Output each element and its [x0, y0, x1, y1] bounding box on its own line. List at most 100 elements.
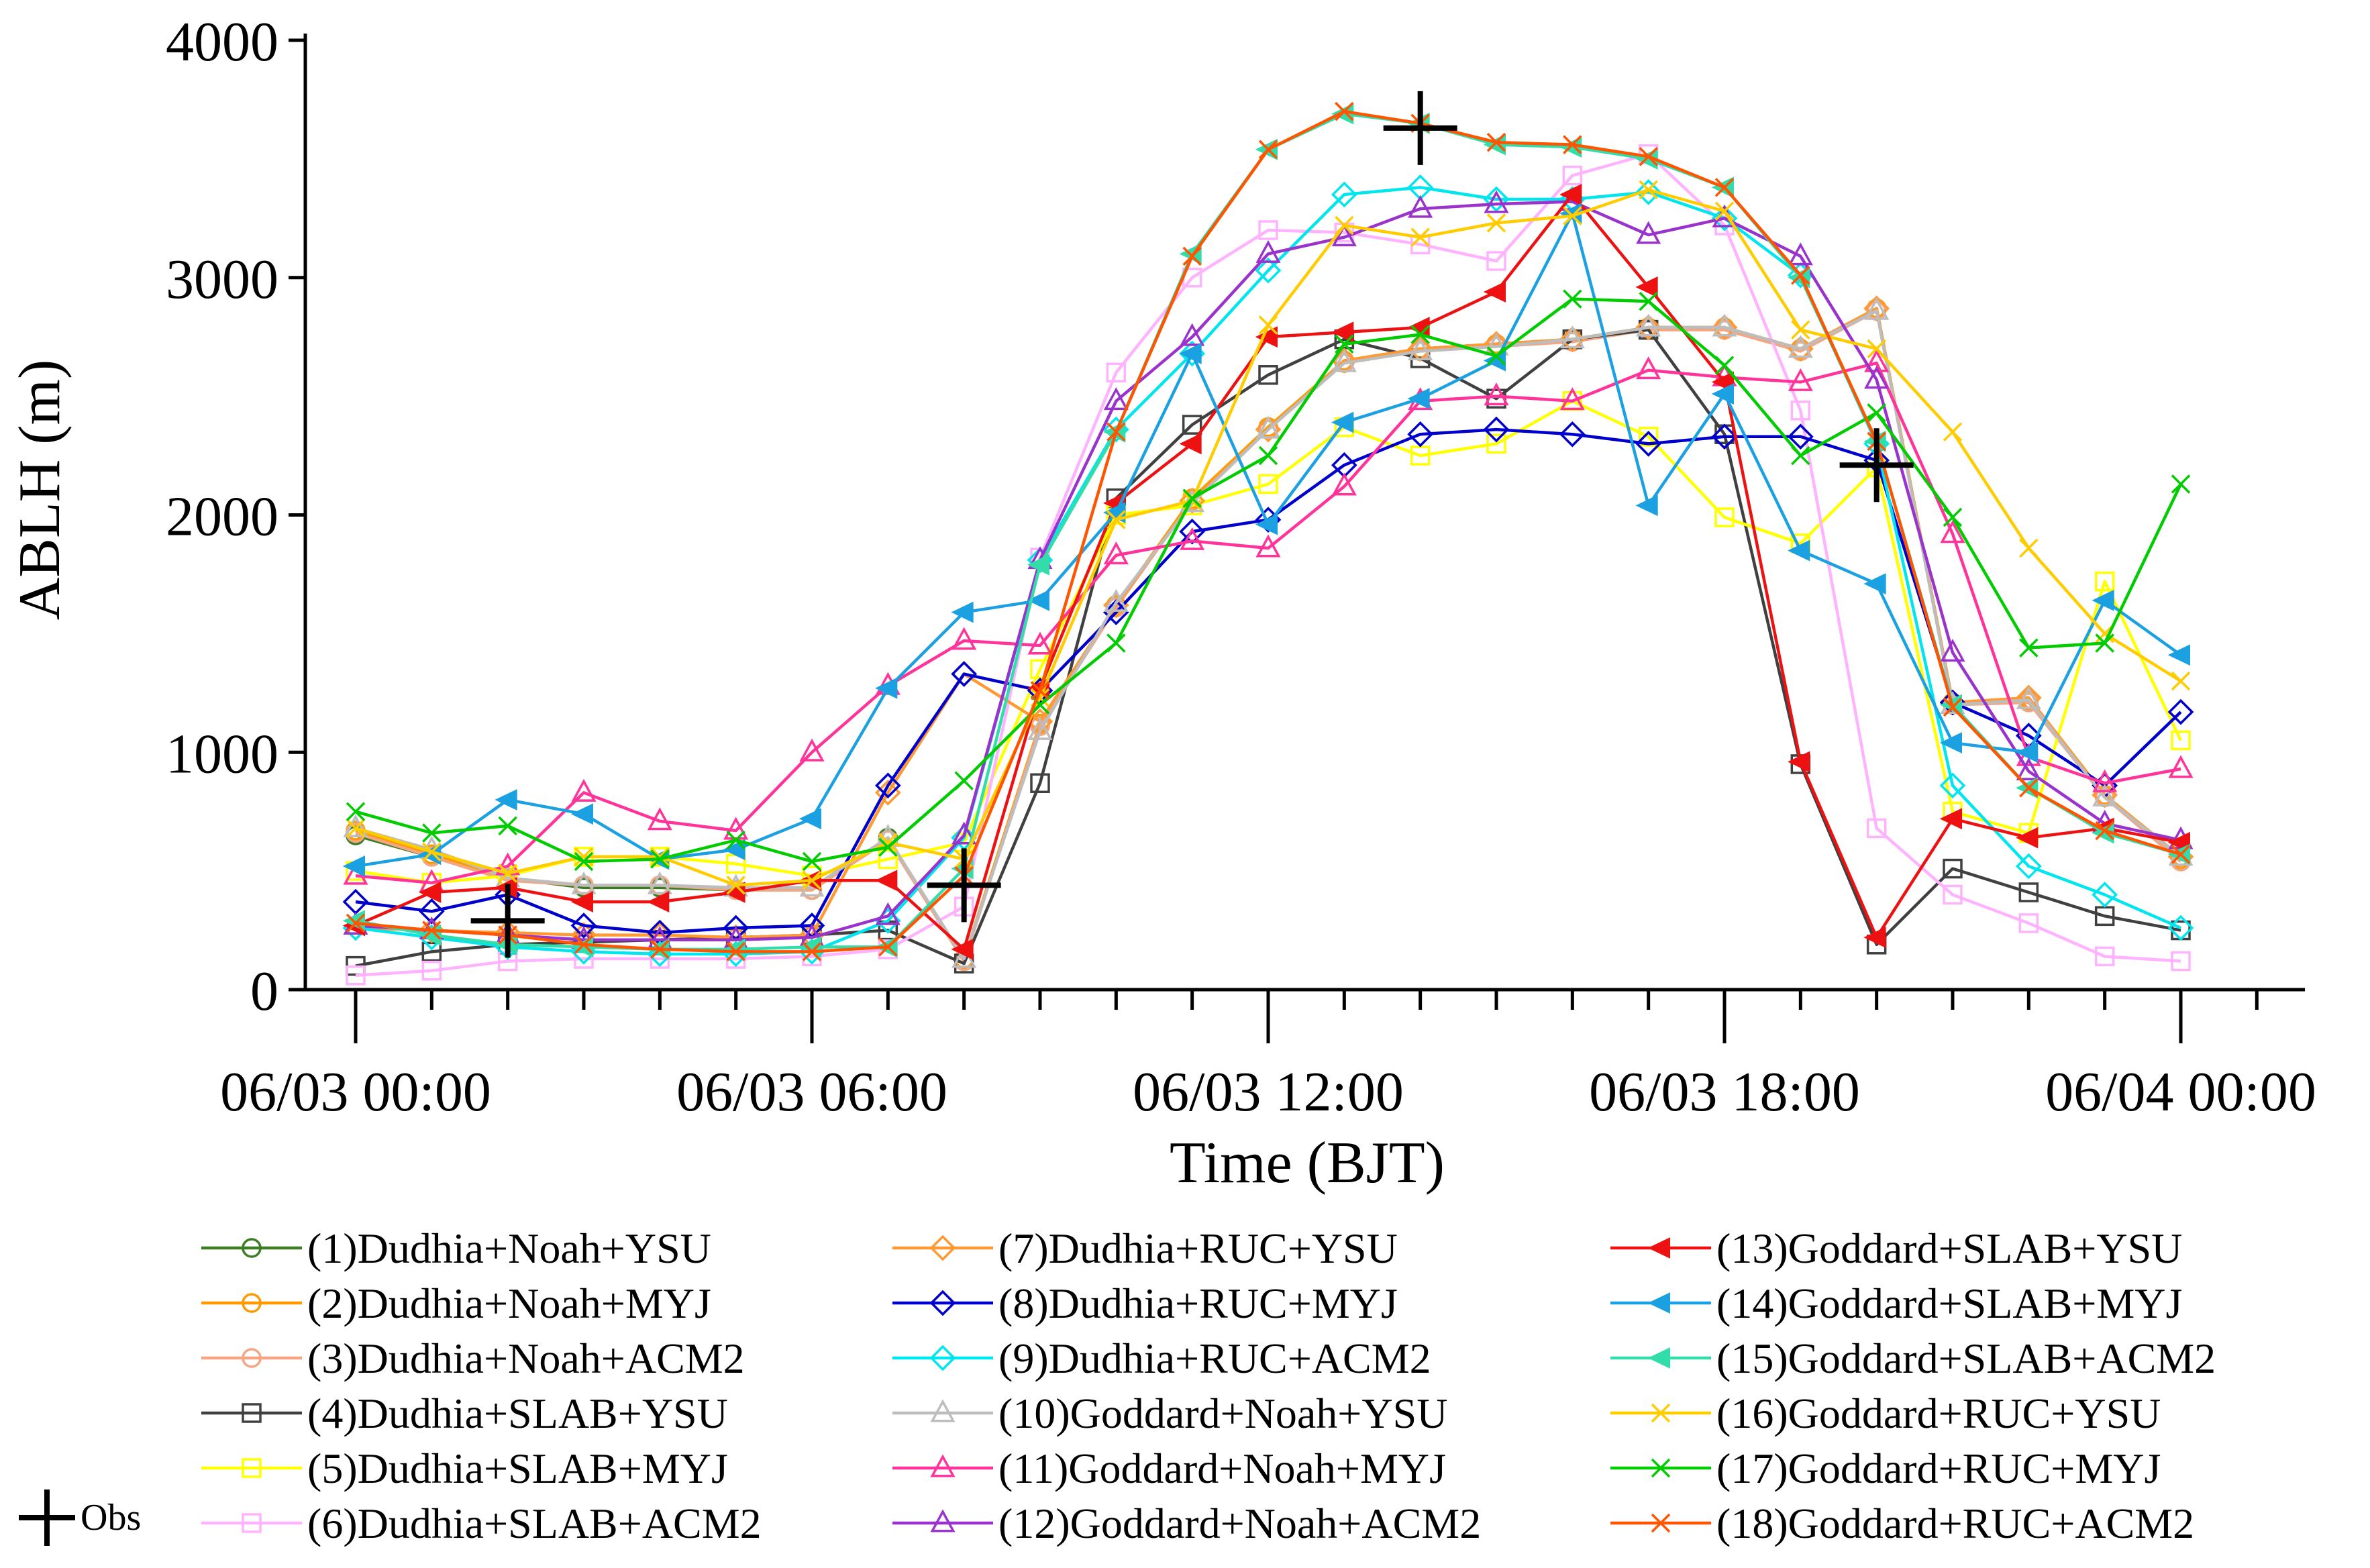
series-point [1867, 403, 1886, 423]
series-point [1714, 356, 1735, 375]
series-point [2092, 589, 2114, 611]
series-point [1255, 240, 1281, 263]
series-point [346, 913, 366, 933]
series-line [355, 309, 2182, 961]
series-point [1182, 415, 1202, 435]
y-axis-label: ABLH (m) [7, 360, 72, 621]
series-point [1407, 421, 1434, 448]
series-point [1636, 221, 1661, 244]
legend-entry-16: (16)Goddard+RUC+YSU [1610, 1390, 2161, 1437]
series-point [1027, 589, 1049, 611]
series-line [355, 307, 2182, 963]
series-point [650, 939, 670, 959]
legend-entry-5: (5)Dudhia+SLAB+MYJ [201, 1445, 728, 1492]
series-point [1255, 513, 1278, 535]
series-lines [342, 101, 2194, 986]
series-point [1788, 368, 1813, 391]
series-point [2019, 538, 2039, 558]
series-point [1559, 326, 1586, 353]
series-point [1182, 488, 1202, 508]
series-point [1714, 507, 1735, 527]
series-point [1939, 732, 1962, 753]
legend-swatch-marker [242, 1293, 262, 1313]
series-point [2094, 571, 2115, 592]
series-point [1788, 335, 1813, 358]
y-tick-label: 0 [250, 960, 278, 1023]
series-point [726, 830, 745, 850]
series-point [1940, 639, 1965, 662]
x-tick-label: 06/03 00:00 [220, 1061, 491, 1123]
series-point [2167, 644, 2190, 666]
series-point [1258, 365, 1278, 385]
series-point [1635, 276, 1658, 298]
series-point [1258, 315, 1278, 335]
legend-swatch-marker [242, 1238, 262, 1258]
series-point [1106, 510, 1126, 529]
legend-entry-13: (13)Goddard+SLAB+YSU [1610, 1224, 2182, 1272]
series-point [2095, 821, 2114, 841]
series-point [1331, 411, 1354, 433]
series-point [2171, 474, 2191, 494]
series-point [1863, 927, 1886, 949]
series-11 [343, 349, 2194, 892]
series-point [1864, 366, 1890, 389]
series-line [355, 211, 2182, 868]
series-point [875, 870, 898, 892]
series-point [1258, 220, 1278, 240]
series-point [951, 601, 974, 623]
series-point [1027, 554, 1049, 576]
legend-entry-7: (7)Dudhia+RUC+YSU [892, 1224, 1398, 1272]
legend-swatch-marker [1651, 1513, 1671, 1533]
legend-entry-17: (17)Goddard+RUC+MYJ [1610, 1445, 2161, 1492]
series-point [1027, 631, 1053, 655]
legend-label: (2)Dudhia+Noah+MYJ [307, 1279, 711, 1327]
series-point [2018, 913, 2039, 933]
legend-swatch-marker [930, 1399, 956, 1422]
series-point [418, 898, 445, 925]
x-tick-label: 06/04 00:00 [2045, 1061, 2316, 1123]
series-point [2094, 946, 2115, 967]
series-point [1408, 195, 1433, 218]
series-point [1106, 362, 1127, 382]
legend-label: (17)Goddard+RUC+MYJ [1716, 1445, 2161, 1492]
series-point [1563, 206, 1582, 226]
series-point [1410, 227, 1430, 247]
series-point [346, 819, 366, 838]
series-point [1712, 313, 1737, 337]
series-point [570, 912, 597, 939]
series-8 [342, 416, 2194, 946]
series-point [1483, 186, 1510, 213]
series-point [647, 891, 670, 912]
series-line [355, 193, 2181, 951]
series-point [1863, 573, 1886, 594]
legend-entry-10: (10)Goddard+Noah+YSU [892, 1390, 1447, 1437]
plot-axes: 0 1000 2000 3000 4000 06/03 00:00 06/03 06:00 0… [166, 11, 2316, 1123]
series-point [1407, 388, 1430, 410]
series-point [1636, 313, 1661, 337]
series-point [1255, 416, 1282, 443]
series-point [1484, 190, 1509, 213]
series-point [498, 864, 517, 883]
series-point [1559, 387, 1585, 411]
series-point [1711, 314, 1738, 341]
legend-entry-18: (18)Goddard+RUC+ACM2 [1610, 1500, 2194, 1547]
legend-entry-14: (14)Goddard+SLAB+MYJ [1610, 1279, 2182, 1327]
series-point [1335, 334, 1354, 354]
series-point [574, 935, 594, 955]
legend-entry-8: (8)Dudhia+RUC+MYJ [892, 1279, 1398, 1327]
series-point [878, 837, 898, 857]
series-point [798, 808, 821, 830]
series-point [1103, 387, 1129, 411]
series-point [1639, 291, 1658, 311]
series-line [355, 309, 2182, 963]
series-point [802, 871, 822, 890]
series-point [647, 871, 672, 894]
series-point [1331, 181, 1357, 208]
legend-label: (12)Goddard+Noah+ACM2 [998, 1500, 1481, 1547]
series-point [1562, 165, 1583, 186]
legend-entry-2: (2)Dudhia+Noah+MYJ [201, 1279, 711, 1327]
series-point [498, 816, 517, 836]
series-line [355, 186, 2181, 956]
series-point [1788, 751, 1810, 773]
